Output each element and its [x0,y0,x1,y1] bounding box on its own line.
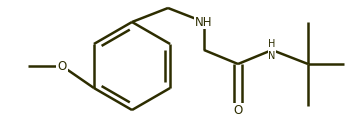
Text: H
N: H N [268,39,276,61]
Text: NH: NH [195,15,213,29]
Text: O: O [57,60,67,72]
Text: O: O [233,103,243,117]
